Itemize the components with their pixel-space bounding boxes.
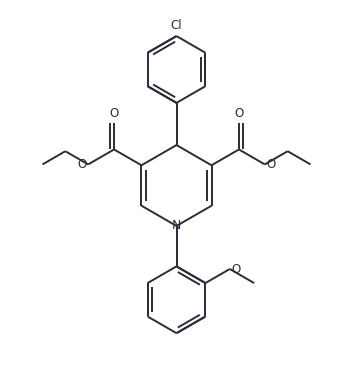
Text: O: O (109, 107, 119, 120)
Text: O: O (267, 158, 276, 171)
Text: O: O (231, 263, 240, 276)
Text: O: O (234, 107, 244, 120)
Text: N: N (172, 219, 181, 233)
Text: O: O (77, 158, 86, 171)
Text: Cl: Cl (171, 19, 182, 32)
